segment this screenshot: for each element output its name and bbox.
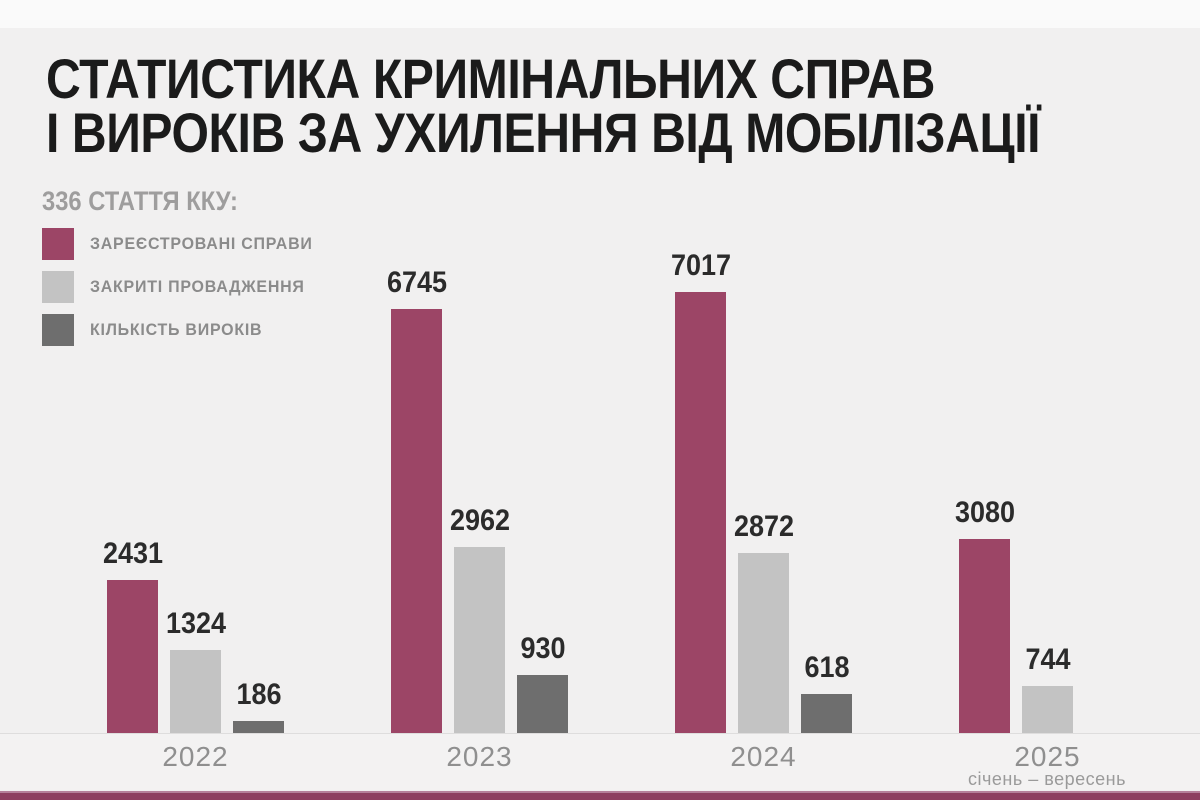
legend-item-closed: ЗАКРИТІ ПРОВАДЖЕННЯ bbox=[42, 271, 327, 303]
bar-closed-2022 bbox=[170, 650, 221, 733]
legend-item-verdicts: КІЛЬКІСТЬ ВИРОКІВ bbox=[42, 314, 327, 346]
bar-verdicts-2022 bbox=[233, 721, 284, 733]
bar-value-label: 618 bbox=[803, 651, 850, 684]
chart-title-line2: І ВИРОКІВ ЗА УХИЛЕННЯ ВІД МОБІЛІЗАЦІЇ bbox=[46, 101, 1041, 164]
bar-value-label: 930 bbox=[519, 632, 566, 665]
category-label-2023: 2023 bbox=[446, 741, 513, 772]
bar-registered-2025 bbox=[959, 539, 1010, 733]
bar-group-2024: 7017 2872 618 bbox=[670, 213, 852, 733]
bar-value-label: 1324 bbox=[165, 607, 226, 640]
bottom-accent-strip bbox=[0, 791, 1200, 800]
legend-label: КІЛЬКІСТЬ ВИРОКІВ bbox=[90, 320, 263, 339]
bar-registered-2022 bbox=[107, 580, 158, 733]
bar-closed-2025 bbox=[1022, 686, 1073, 733]
category-note-2025: січень – вересень bbox=[968, 769, 1126, 789]
bar-value-label: 3080 bbox=[954, 496, 1015, 529]
bar-value-label: 6745 bbox=[386, 266, 447, 299]
category-label-2022: 2022 bbox=[162, 741, 229, 772]
bar-value-label: 2962 bbox=[449, 504, 510, 537]
bar-value-label: 2872 bbox=[733, 510, 794, 543]
bar-value-label: 7017 bbox=[670, 249, 731, 282]
bar-value-label: 2431 bbox=[102, 537, 163, 570]
bar-group-2022: 2431 1324 186 bbox=[102, 213, 284, 733]
legend-swatch-closed bbox=[42, 271, 74, 303]
category-label-2025: 2025 bbox=[1014, 741, 1081, 772]
category-label-2024: 2024 bbox=[730, 741, 797, 772]
bar-registered-2024 bbox=[675, 292, 726, 733]
bar-value-label: 186 bbox=[235, 678, 282, 711]
legend-swatch-verdicts bbox=[42, 314, 74, 346]
bar-verdicts-2023 bbox=[517, 675, 568, 733]
bar-group-2025: 3080 744 bbox=[954, 213, 1136, 733]
bar-verdicts-2024 bbox=[801, 694, 852, 733]
bar-closed-2024 bbox=[738, 553, 789, 733]
bar-value-label: 744 bbox=[1024, 643, 1071, 676]
legend-item-registered: ЗАРЕЄСТРОВАНІ СПРАВИ bbox=[42, 228, 327, 260]
legend-swatch-registered bbox=[42, 228, 74, 260]
legend-label: ЗАКРИТІ ПРОВАДЖЕННЯ bbox=[90, 277, 305, 296]
legend-label: ЗАРЕЄСТРОВАНІ СПРАВИ bbox=[90, 234, 313, 253]
bar-closed-2023 bbox=[454, 547, 505, 733]
legend-items: ЗАРЕЄСТРОВАНІ СПРАВИ ЗАКРИТІ ПРОВАДЖЕННЯ К… bbox=[42, 228, 327, 346]
top-band bbox=[0, 0, 1200, 28]
axis-footer-zone bbox=[0, 734, 1200, 790]
legend: 336 СТАТТЯ ККУ: ЗАРЕЄСТРОВАНІ СПРАВИ ЗАКР… bbox=[42, 186, 327, 357]
bar-registered-2023 bbox=[391, 309, 442, 733]
x-axis-baseline bbox=[0, 733, 1200, 734]
legend-title: 336 СТАТТЯ ККУ: bbox=[42, 186, 238, 216]
chart-title-line1: СТАТИСТИКА КРИМІНАЛЬНИХ СПРАВ bbox=[46, 47, 936, 110]
chart-title: СТАТИСТИКА КРИМІНАЛЬНИХ СПРАВ І ВИРОКІВ … bbox=[46, 47, 1200, 164]
bar-group-2023: 6745 2962 930 bbox=[386, 213, 568, 733]
